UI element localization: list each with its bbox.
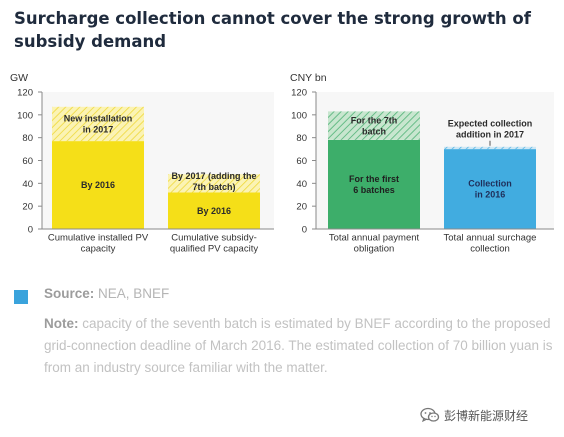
cost-bar-segment [444, 149, 536, 229]
source-label: Source: [44, 286, 95, 301]
cap-x-category-line: qualified PV capacity [170, 244, 258, 255]
cap-segment-label: By 2017 (adding the 7th batch) [171, 171, 256, 192]
cost-annotation: Expected collection addition in 2017 [448, 119, 533, 140]
cost-y-tick: 0 [302, 225, 307, 236]
cost-bar-segment [444, 146, 536, 150]
page-title: Surcharge collection cannot cover the st… [14, 9, 531, 51]
cap-y-tick: 60 [22, 156, 33, 167]
cap-x-category: Cumulative installed PV capacity [48, 233, 149, 255]
cost-segment-label: Collection in 2016 [468, 179, 512, 200]
cost-x-category-line: obligation [354, 244, 395, 255]
cost-x-category: Total annual payment obligation [329, 233, 420, 255]
wechat-logo-icon [420, 407, 440, 423]
cost-segment-label-line: batch [362, 126, 386, 136]
source-line: Source: NEA, BNEF [44, 286, 169, 301]
cost-annotation-line: Expected collection [448, 119, 533, 129]
cap-segment-label-line: 7th batch) [192, 182, 235, 192]
watermark-text: 彭博新能源财经 [444, 408, 529, 423]
cap-bar-segment [168, 192, 260, 229]
cap-x-category-line: Cumulative subsidy- [171, 233, 257, 244]
cost-svg: CNY bn 0 20 40 60 80 100 120 Total annual paymen… [290, 72, 554, 255]
cost-x-category-line: collection [470, 244, 510, 255]
cost-bar-segment [328, 111, 420, 140]
cost-annotation-line: addition in 2017 [456, 130, 524, 140]
cost-x-category-line: Total annual surchage [444, 233, 537, 244]
cap-y-tick: 20 [22, 202, 33, 213]
cost-y-tick: 60 [296, 156, 307, 167]
cap-segment-label: By 2016 [197, 206, 231, 216]
note-label: Note: [44, 316, 79, 331]
cost-bar-segment [328, 140, 420, 229]
note-text: capacity of the seventh batch is estimat… [44, 316, 553, 375]
cost-y-tick: 20 [296, 202, 307, 213]
cost-x-category: Total annual surchage collection [444, 233, 537, 255]
cost-y-tick: 40 [296, 179, 307, 190]
cost-segment-label-line: For the first [349, 174, 399, 184]
cap-y-tick: 100 [17, 110, 33, 121]
cost-segment-label-line: in 2016 [475, 190, 506, 200]
cost-segment-label-line: 6 batches [353, 185, 395, 195]
cost-y-tick: 80 [296, 133, 307, 144]
cap-bar-segment [52, 106, 144, 142]
cap-unit-label: GW [10, 72, 28, 84]
cap-segment-label: New installation in 2017 [64, 114, 133, 135]
cost-y-tick: 100 [291, 110, 307, 121]
cap-segment-label-line: New installation [64, 114, 133, 124]
cap-x-category-line: Cumulative installed PV [48, 233, 149, 244]
cap-segment-label-line: in 2017 [83, 125, 114, 135]
cap-segment-label-line: By 2016 [197, 206, 231, 216]
cap-x-category: Cumulative subsidy-qualified PV capacity [170, 233, 258, 255]
cap-bar-segment [52, 141, 144, 229]
cost-unit-label: CNY bn [290, 72, 327, 84]
cost-segment-label-line: For the 7th [351, 115, 398, 125]
capacity-chart: GW 0 20 40 60 80 100 120 Cumulative installed PV… [4, 62, 284, 262]
cost-segment-label-line: Collection [468, 179, 512, 189]
cap-y-tick: 120 [17, 88, 33, 99]
cap-segment-label-line: By 2016 [81, 180, 115, 190]
cost-x-category-line: Total annual payment [329, 233, 420, 244]
cost-segment-label: For the 7th batch [351, 115, 398, 136]
source-marker [14, 290, 28, 304]
cost-segment-label: For the first 6 batches [349, 174, 399, 195]
cap-x-category-line: capacity [81, 244, 116, 255]
cap-segment-label-line: By 2017 (adding the [171, 171, 256, 181]
source-text: NEA, BNEF [94, 286, 170, 301]
cost-chart: CNY bn 0 20 40 60 80 100 120 Total annual paymen… [284, 62, 560, 262]
cost-y-tick: 120 [291, 88, 307, 99]
cap-y-tick: 40 [22, 179, 33, 190]
cap-svg: GW 0 20 40 60 80 100 120 Cumulative installed PV… [10, 72, 274, 255]
cap-bar-segment [168, 174, 260, 193]
cap-y-tick: 0 [28, 225, 33, 236]
note-line: Note: capacity of the seventh batch is e… [44, 313, 554, 379]
cap-segment-label: By 2016 [81, 180, 115, 190]
watermark: 彭博新能源财经 [420, 405, 528, 425]
cap-y-tick: 80 [22, 133, 33, 144]
